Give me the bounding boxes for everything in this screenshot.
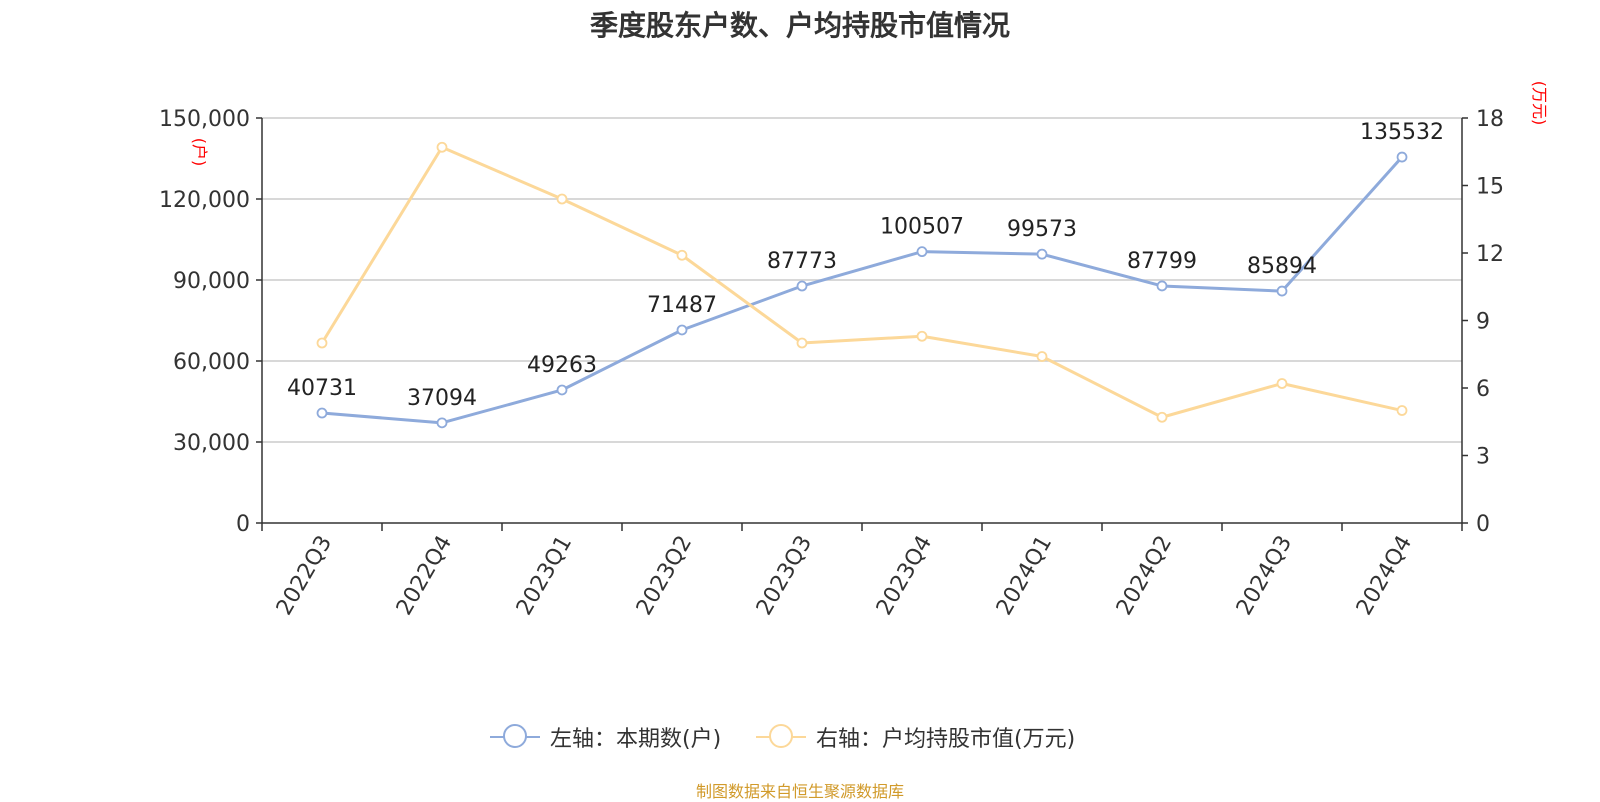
data-point-left-2022Q3: [316, 407, 328, 419]
left-axis-tick-label-1: 30,000: [173, 431, 250, 456]
data-point-right-2023Q3: [796, 337, 808, 349]
data-label-2024Q4: 135532: [1360, 120, 1444, 145]
legend-item-left-series[interactable]: 左轴：本期数(户): [490, 720, 721, 754]
legend-marker-right-icon: [756, 724, 806, 750]
data-label-2024Q3: 85894: [1247, 254, 1317, 279]
data-point-right-2024Q2: [1156, 411, 1168, 423]
x-axis-label-2023Q3: 2023Q3: [752, 532, 817, 620]
right-axis-tick-label-1: 3: [1476, 445, 1490, 470]
series-line-left: [321, 156, 1404, 425]
data-point-left-2024Q3: [1276, 285, 1288, 297]
data-point-left-2023Q3: [796, 280, 808, 292]
data-label-2023Q4: 100507: [880, 215, 964, 240]
left-axis-tick-label-0: 0: [236, 512, 250, 537]
legend-label-right-series: 右轴：户均持股市值(万元): [816, 727, 1076, 752]
data-label-2022Q3: 40731: [287, 376, 357, 401]
data-point-right-2024Q1: [1036, 351, 1048, 362]
data-point-left-2023Q4: [916, 246, 928, 258]
data-label-2023Q3: 87773: [767, 249, 837, 274]
data-point-left-2024Q4: [1396, 151, 1408, 163]
data-source-note: 制图数据来自恒生聚源数据库: [695, 782, 904, 801]
left-axis-tick-label-3: 90,000: [173, 269, 250, 294]
right-axis-tick-label-0: 0: [1476, 512, 1490, 537]
right-axis-tick-label-2: 6: [1476, 377, 1490, 402]
right-axis-tick-label-6: 18: [1476, 107, 1504, 132]
legend-item-right-series[interactable]: 右轴：户均持股市值(万元): [756, 720, 1075, 754]
data-point-left-2023Q1: [556, 384, 568, 396]
data-point-left-2024Q2: [1156, 280, 1168, 292]
x-axis-label-2023Q2: 2023Q2: [632, 532, 697, 620]
x-axis-label-2023Q1: 2023Q1: [512, 532, 577, 620]
x-axis-label-2022Q4: 2022Q4: [392, 532, 457, 620]
left-axis-tick-label-2: 60,000: [173, 350, 250, 375]
data-point-right-2023Q2: [676, 249, 688, 261]
right-axis-unit-label: (万元): [1530, 81, 1549, 126]
x-axis-label-2024Q4: 2024Q4: [1352, 532, 1417, 620]
data-point-right-2024Q3: [1276, 378, 1288, 389]
data-label-2023Q1: 49263: [527, 353, 597, 378]
x-axis-label-2024Q2: 2024Q2: [1112, 532, 1177, 620]
data-point-left-2023Q2: [676, 324, 688, 336]
x-axis-label-2024Q1: 2024Q1: [992, 532, 1057, 620]
data-point-left-2022Q4: [436, 417, 448, 429]
right-axis-tick-label-4: 12: [1476, 242, 1504, 267]
x-axis-label-2022Q3: 2022Q3: [272, 532, 337, 620]
left-axis-unit-label: (户): [190, 138, 209, 167]
data-point-right-2023Q4: [916, 330, 928, 342]
x-axis-label-2023Q4: 2023Q4: [872, 532, 937, 620]
legend-label-left-series: 左轴：本期数(户): [550, 727, 722, 752]
left-axis-tick-label-5: 150,000: [159, 107, 250, 132]
data-label-2024Q2: 87799: [1127, 249, 1197, 274]
right-axis-tick-label-3: 9: [1476, 310, 1490, 335]
data-label-2022Q4: 37094: [407, 386, 477, 411]
data-point-left-2024Q1: [1036, 248, 1048, 260]
legend-marker-left-icon: [490, 724, 540, 750]
data-point-right-2022Q3: [316, 337, 328, 349]
x-axis-label-2024Q3: 2024Q3: [1232, 532, 1297, 620]
data-point-right-2023Q1: [556, 193, 568, 205]
data-point-right-2024Q4: [1396, 405, 1408, 416]
data-label-2023Q2: 71487: [647, 293, 717, 318]
left-axis-tick-label-4: 120,000: [159, 188, 250, 213]
chart-title: 季度股东户数、户均持股市值情况: [589, 9, 1010, 42]
right-axis-tick-label-5: 15: [1476, 175, 1504, 200]
data-label-2024Q1: 99573: [1007, 217, 1077, 242]
series-line-right: [320, 145, 1403, 419]
data-point-right-2022Q4: [436, 141, 448, 153]
